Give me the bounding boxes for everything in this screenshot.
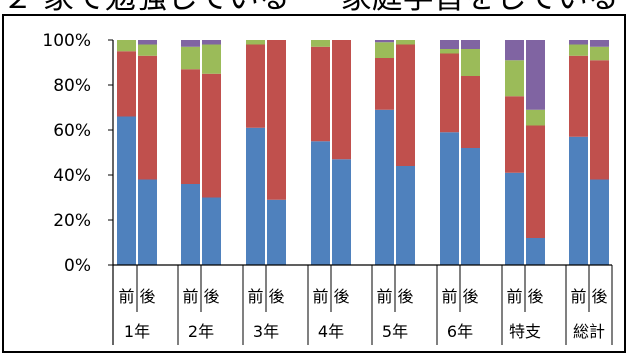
bar-segment	[202, 40, 221, 45]
bar-segment	[440, 40, 459, 49]
bar-segment	[117, 51, 136, 117]
bar-segment	[138, 179, 157, 265]
bar-segment	[590, 179, 609, 265]
bar-segment	[181, 46, 200, 70]
sub-category-label: 前	[312, 287, 328, 306]
bar-segment	[461, 148, 480, 265]
bar-segment	[246, 127, 265, 265]
bar-segment	[375, 40, 394, 43]
sub-category-label: 後	[527, 287, 543, 306]
y-axis-ticks: 0% 20% 40% 60% 80% 100%	[42, 31, 113, 276]
bar-segment	[461, 40, 480, 49]
bar-segment	[396, 44, 415, 166]
bar-segment	[375, 109, 394, 265]
bar-segment	[526, 238, 545, 265]
bar-segment	[461, 49, 480, 76]
group-label: 5年	[382, 322, 408, 341]
bar-segment	[117, 116, 136, 265]
bar-segment	[569, 40, 588, 45]
bar-segment	[138, 44, 157, 56]
sub-category-label: 前	[182, 287, 198, 306]
bar-segment	[461, 76, 480, 148]
bar-segment	[526, 109, 545, 126]
group-label: 総計	[573, 322, 605, 341]
bar-segment	[526, 40, 545, 110]
sub-category-label: 後	[333, 287, 349, 306]
x-axis-labels: 前後1年前 後2年前 後3年前 後4年前 後5年前 後6年前 後特支前 後総計	[118, 287, 607, 341]
bar-segment	[181, 184, 200, 265]
bar-segment	[267, 199, 286, 265]
bar-segment	[311, 141, 330, 265]
bar-segment	[117, 40, 136, 52]
bar-segment	[505, 40, 524, 61]
bar-segment	[505, 96, 524, 173]
sub-category-label: 前	[376, 287, 392, 306]
sub-category-label: 前	[441, 287, 457, 306]
axes	[112, 40, 613, 345]
y-tick-label: 100%	[42, 31, 91, 51]
bar-segment	[569, 44, 588, 56]
bar-segment	[375, 42, 394, 58]
bar-segment	[181, 40, 200, 47]
bar-segment	[440, 132, 459, 265]
sub-category-label: 後	[139, 287, 155, 306]
bar-segment	[332, 159, 351, 265]
group-label: 1年	[124, 322, 150, 341]
bar-segment	[138, 55, 157, 180]
page-title: ２ 家で勉強している ・ 家庭学習をしている	[0, 0, 630, 15]
group-label: 6年	[447, 322, 473, 341]
bar-segment	[505, 60, 524, 97]
bar-segment	[311, 40, 330, 47]
y-tick-label: 20%	[53, 211, 91, 231]
sub-category-label: 前	[118, 287, 134, 306]
bar-segment	[332, 40, 351, 160]
bar-segment	[569, 55, 588, 137]
sub-category-label: 後	[462, 287, 478, 306]
bar-segment	[267, 40, 286, 200]
bar-segment	[202, 73, 221, 198]
bar-segment	[202, 44, 221, 74]
bar-segment	[590, 40, 609, 47]
bar-segment	[590, 60, 609, 180]
bar-segment	[396, 40, 415, 45]
bar-segment	[375, 58, 394, 110]
group-label: 2年	[188, 322, 214, 341]
sub-category-label: 後	[591, 287, 607, 306]
sub-category-label: 後	[397, 287, 413, 306]
bar-segment	[440, 53, 459, 133]
y-tick-label: 40%	[53, 166, 91, 186]
group-label: 4年	[318, 322, 344, 341]
bar-segment	[246, 40, 265, 45]
sub-category-label: 前	[506, 287, 522, 306]
bar-segment	[569, 136, 588, 265]
sub-category-label: 後	[203, 287, 219, 306]
bar-segment	[526, 125, 545, 238]
bar-segment	[590, 46, 609, 61]
bars	[117, 40, 609, 265]
bar-segment	[246, 44, 265, 128]
bar-segment	[311, 46, 330, 142]
group-label: 特支	[509, 322, 541, 341]
sub-category-label: 前	[247, 287, 263, 306]
bar-segment	[396, 166, 415, 265]
y-tick-label: 60%	[53, 121, 91, 141]
bar-segment	[202, 197, 221, 265]
y-tick-label: 0%	[64, 256, 91, 276]
bar-segment	[440, 49, 459, 54]
bar-segment	[181, 69, 200, 184]
bar-segment	[505, 172, 524, 265]
sub-category-label: 前	[570, 287, 586, 306]
group-label: 3年	[253, 322, 279, 341]
sub-category-label: 後	[268, 287, 284, 306]
bar-segment	[138, 40, 157, 45]
y-tick-label: 80%	[53, 76, 91, 96]
